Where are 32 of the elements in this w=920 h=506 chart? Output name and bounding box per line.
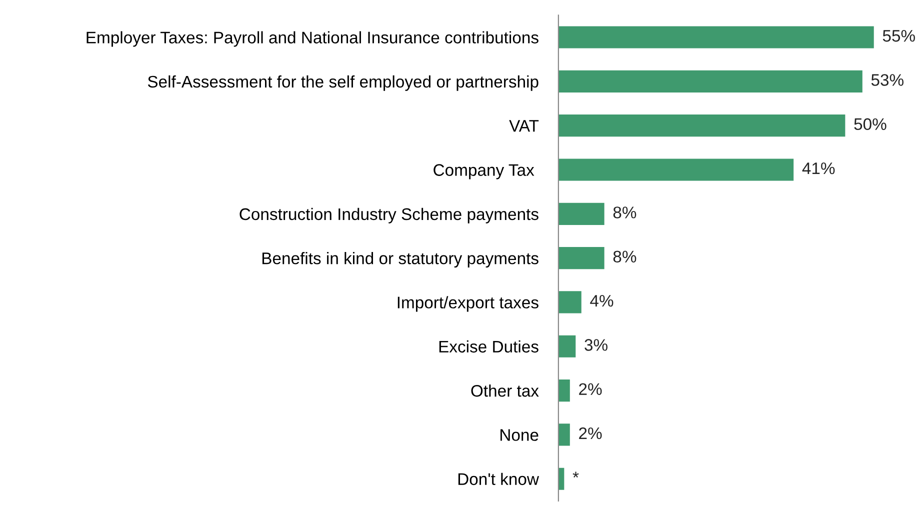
y-tick-label: None: [500, 429, 538, 441]
bar: [558, 380, 570, 402]
y-tick-label: Excise Duties: [439, 340, 538, 353]
data-label: *: [572, 472, 579, 478]
bar: [558, 26, 874, 48]
bar: [558, 70, 862, 92]
data-label: 50%: [854, 118, 886, 130]
y-tick-label: Self-Assessment for the self employed or partnership: [148, 75, 538, 91]
bar: [558, 424, 570, 446]
bar: [558, 247, 604, 270]
data-label: 2%: [579, 427, 602, 440]
data-label: 4%: [590, 294, 614, 307]
y-tick-label: Company Tax: [434, 164, 534, 180]
y-tick-label: Import/export taxes: [398, 296, 538, 312]
data-label: 8%: [613, 250, 636, 263]
y-tick-label: Construction Industry Scheme payments: [240, 208, 538, 224]
data-label: 2%: [579, 383, 602, 395]
bar: [558, 202, 604, 225]
bar: [558, 291, 582, 314]
bar: [558, 158, 794, 181]
y-tick-label: VAT: [509, 120, 539, 132]
data-label: 3%: [584, 339, 608, 351]
y-tick-label: Employer Taxes: Payroll and National Insurance contributions: [86, 31, 538, 47]
y-tick-label: Don't know: [458, 472, 540, 486]
data-label: 53%: [871, 74, 904, 86]
data-label: 41%: [802, 162, 835, 174]
y-tick-label: Other tax: [471, 384, 539, 397]
y-tick-label: Benefits in kind or statutory payments: [262, 252, 538, 268]
data-label: 8%: [613, 206, 636, 218]
bar: [558, 335, 576, 358]
data-label: 55%: [882, 30, 915, 42]
bar: [558, 114, 846, 137]
